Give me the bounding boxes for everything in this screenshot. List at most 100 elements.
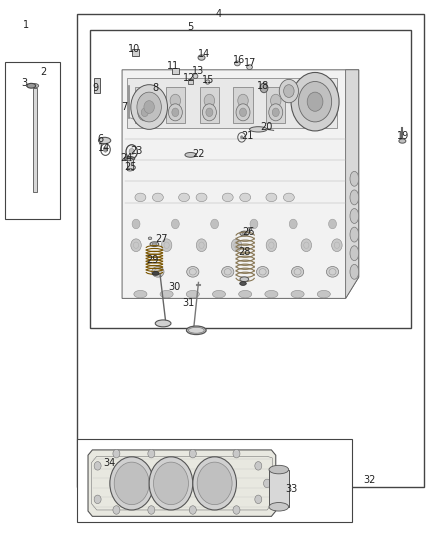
Ellipse shape <box>185 152 196 157</box>
Circle shape <box>131 239 141 252</box>
Ellipse shape <box>242 232 247 235</box>
Bar <box>90 30 411 328</box>
Circle shape <box>332 239 342 252</box>
Bar <box>166 87 185 123</box>
Ellipse shape <box>212 290 226 298</box>
Circle shape <box>149 457 193 510</box>
Ellipse shape <box>155 320 171 327</box>
Text: 14: 14 <box>98 143 110 154</box>
Text: 31: 31 <box>182 297 194 308</box>
Circle shape <box>284 85 294 98</box>
Circle shape <box>291 72 339 131</box>
Ellipse shape <box>265 290 278 298</box>
Ellipse shape <box>196 193 207 201</box>
Ellipse shape <box>291 290 304 298</box>
Text: 27: 27 <box>155 234 168 244</box>
Circle shape <box>114 462 149 505</box>
Circle shape <box>240 136 243 139</box>
Ellipse shape <box>198 55 205 60</box>
Circle shape <box>236 104 250 121</box>
Circle shape <box>307 92 323 111</box>
Bar <box>127 78 337 128</box>
Ellipse shape <box>134 290 147 298</box>
Text: 29: 29 <box>146 255 159 265</box>
Circle shape <box>141 108 148 117</box>
Circle shape <box>132 219 140 229</box>
Polygon shape <box>346 70 359 298</box>
Bar <box>5 62 60 219</box>
Ellipse shape <box>240 277 249 281</box>
Ellipse shape <box>283 193 294 201</box>
Circle shape <box>170 94 180 107</box>
Ellipse shape <box>152 271 159 275</box>
Ellipse shape <box>187 266 199 277</box>
Circle shape <box>255 495 262 504</box>
Circle shape <box>266 239 277 252</box>
Ellipse shape <box>127 158 133 160</box>
Text: 3: 3 <box>21 78 28 88</box>
Ellipse shape <box>350 264 359 279</box>
Circle shape <box>250 219 258 229</box>
Circle shape <box>196 239 207 252</box>
Circle shape <box>189 506 196 514</box>
Circle shape <box>272 108 279 117</box>
Ellipse shape <box>326 266 339 277</box>
Circle shape <box>103 147 108 152</box>
Text: 6: 6 <box>97 134 103 144</box>
Text: 4: 4 <box>216 9 222 19</box>
Circle shape <box>231 239 242 252</box>
Circle shape <box>255 462 262 470</box>
Ellipse shape <box>350 190 359 205</box>
Circle shape <box>240 108 247 117</box>
Text: 23: 23 <box>131 146 143 156</box>
Bar <box>187 79 193 84</box>
Text: 9: 9 <box>93 83 99 93</box>
Text: 33: 33 <box>285 484 297 494</box>
Ellipse shape <box>240 281 246 285</box>
Ellipse shape <box>266 193 277 201</box>
Bar <box>266 87 286 123</box>
Ellipse shape <box>222 266 234 277</box>
Text: 26: 26 <box>243 227 255 237</box>
Ellipse shape <box>240 231 249 236</box>
Text: 14: 14 <box>198 49 210 59</box>
Ellipse shape <box>152 266 164 277</box>
Circle shape <box>211 219 219 229</box>
Circle shape <box>271 94 281 107</box>
Circle shape <box>131 85 167 130</box>
Bar <box>269 470 289 507</box>
Ellipse shape <box>27 83 35 88</box>
Text: 30: 30 <box>168 282 180 292</box>
Text: 28: 28 <box>238 247 251 256</box>
Circle shape <box>193 457 237 510</box>
Circle shape <box>279 79 298 103</box>
Circle shape <box>189 449 196 458</box>
Ellipse shape <box>127 168 133 171</box>
Text: 8: 8 <box>152 83 159 93</box>
Circle shape <box>171 219 179 229</box>
Circle shape <box>233 506 240 514</box>
Circle shape <box>94 462 101 470</box>
Circle shape <box>264 479 271 488</box>
Text: 32: 32 <box>364 475 376 485</box>
Text: 25: 25 <box>124 162 137 172</box>
Ellipse shape <box>291 266 304 277</box>
Text: 18: 18 <box>257 81 269 91</box>
Text: 16: 16 <box>233 55 245 65</box>
Ellipse shape <box>31 84 39 88</box>
Circle shape <box>148 449 155 458</box>
Ellipse shape <box>124 157 135 161</box>
Text: 10: 10 <box>128 44 140 53</box>
Text: 17: 17 <box>244 59 257 68</box>
Text: 15: 15 <box>202 76 214 85</box>
Bar <box>233 87 253 123</box>
Ellipse shape <box>135 193 146 201</box>
Ellipse shape <box>350 208 359 223</box>
Circle shape <box>301 239 311 252</box>
Ellipse shape <box>179 193 190 201</box>
Polygon shape <box>122 70 359 298</box>
Ellipse shape <box>99 138 111 144</box>
Circle shape <box>206 108 213 117</box>
Circle shape <box>168 104 182 121</box>
Ellipse shape <box>186 290 199 298</box>
